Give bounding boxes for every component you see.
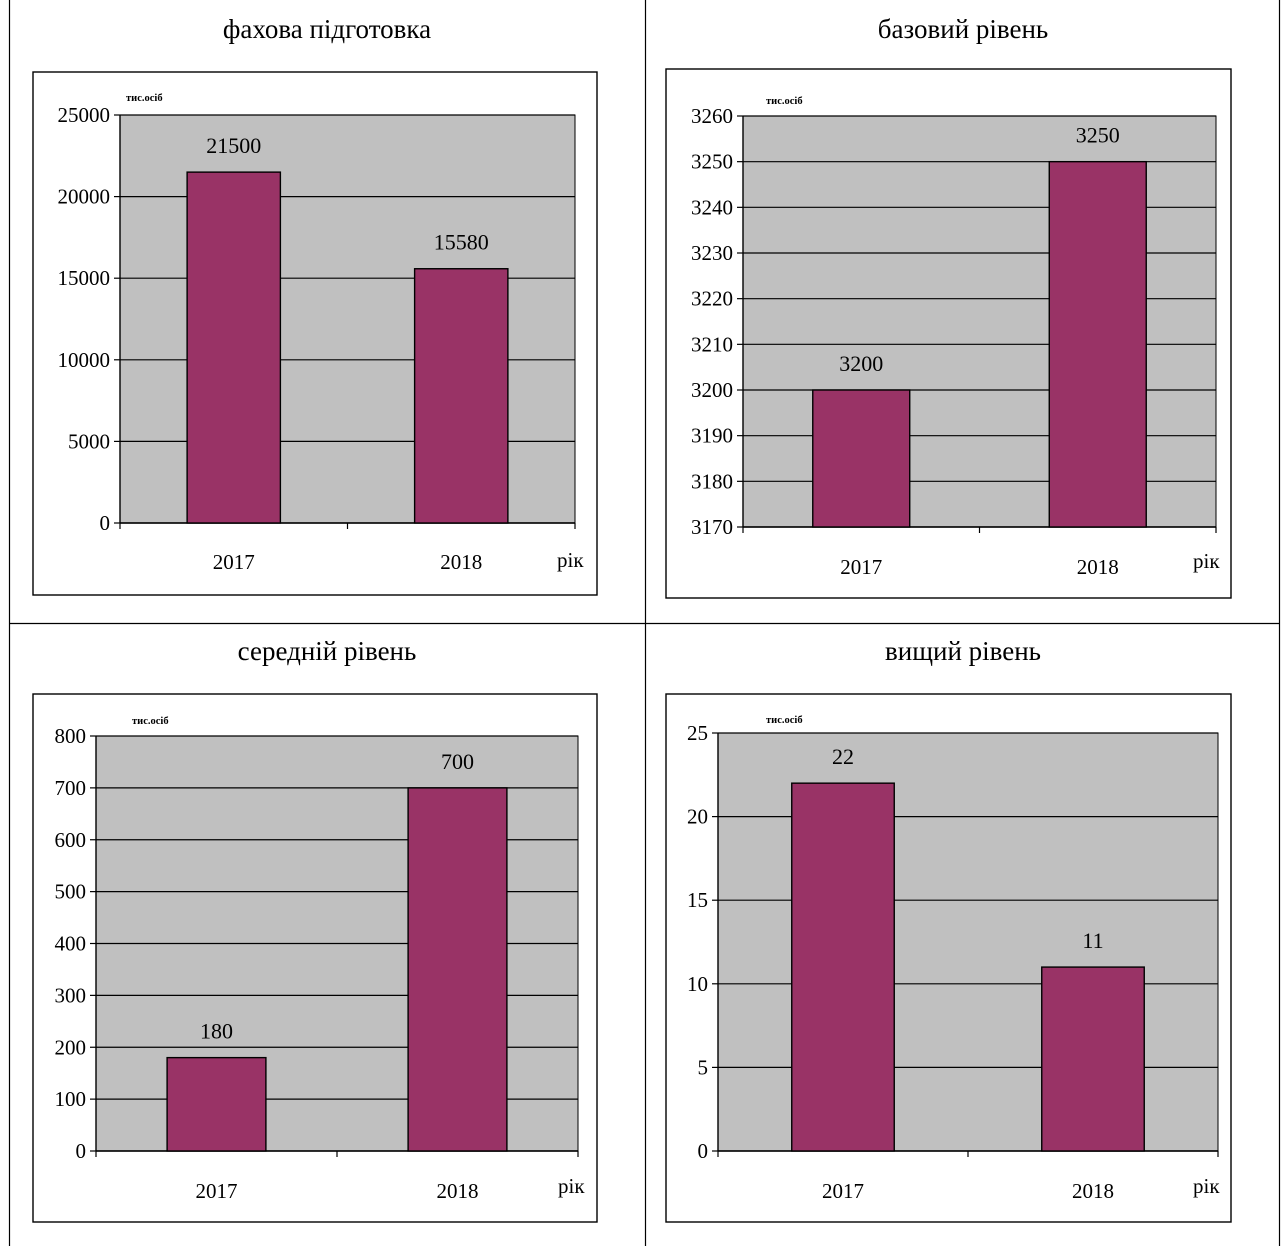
y-tick-label: 3190 — [691, 424, 733, 448]
y-tick-label: 0 — [100, 511, 111, 535]
bar-2018 — [1041, 966, 1145, 1152]
chart-panel-2: базовий рівень 3170 3180 3190 3200 3210 3220 32… — [665, 14, 1232, 599]
data-label: 180 — [200, 1019, 233, 1044]
y-tick-label: 10 — [687, 972, 708, 996]
y-tick-label: 600 — [55, 828, 87, 852]
y-tick-label: 300 — [55, 983, 87, 1007]
x-category-label: 2018 — [440, 550, 482, 574]
y-tick-label: 25 — [687, 721, 708, 745]
x-category-label: 2017 — [822, 1179, 864, 1203]
bar-2018 — [413, 268, 509, 524]
data-label: 22 — [832, 744, 854, 769]
y-tick-label: 3240 — [691, 195, 733, 219]
y-tick-label: 100 — [55, 1087, 87, 1111]
data-label: 15580 — [434, 230, 489, 255]
x-category-label: 2018 — [1077, 555, 1119, 579]
chart-title: середній рівень — [238, 636, 417, 666]
y-tick-label: 10000 — [58, 348, 111, 372]
chart-panel-1: фахова підготовка 0 5000 10000 15000 20000 250… — [32, 14, 598, 596]
x-category-label: 2017 — [213, 550, 255, 574]
y-tick-label: 700 — [55, 776, 87, 800]
bar-2017 — [812, 389, 911, 528]
y-tick-label: 20000 — [58, 185, 111, 209]
y-tick-label: 400 — [55, 932, 87, 956]
bar-2017 — [186, 171, 282, 524]
x-axis-label: рік — [558, 1174, 585, 1198]
table-borders — [8, 0, 1281, 1246]
y-axis-unit-label: тис.осіб — [766, 96, 803, 107]
x-axis-label: рік — [1193, 549, 1220, 573]
chart-title: базовий рівень — [878, 14, 1048, 44]
data-label: 21500 — [206, 133, 261, 158]
data-label: 3250 — [1076, 123, 1120, 148]
data-label: 3200 — [839, 351, 883, 376]
charts-layer: фахова підготовка05000100001500020000250… — [32, 14, 1232, 1223]
y-tick-label: 3180 — [691, 469, 733, 493]
y-tick-label: 25000 — [58, 103, 111, 127]
x-category-label: 2018 — [1072, 1179, 1114, 1203]
y-axis-unit-label: тис.осіб — [126, 93, 163, 104]
bar-2018 — [1048, 160, 1147, 528]
x-category-label: 2018 — [437, 1179, 479, 1203]
y-tick-label: 3220 — [691, 287, 733, 311]
data-label: 700 — [441, 749, 474, 774]
y-tick-label: 5 — [698, 1055, 709, 1079]
y-tick-label: 3170 — [691, 515, 733, 539]
chart-title: вищий рівень — [885, 636, 1041, 666]
y-tick-label: 15 — [687, 888, 708, 912]
y-tick-label: 3210 — [691, 332, 733, 356]
chart-title: фахова підготовка — [223, 14, 431, 44]
y-axis-unit-label: тис.осіб — [766, 715, 803, 726]
x-axis-label: рік — [1193, 1174, 1220, 1198]
chart-panel-3: середній рівень 0 100 200 300 400 500 600 700 800… — [32, 636, 598, 1223]
y-tick-label: 20 — [687, 805, 708, 829]
x-category-label: 2017 — [196, 1179, 238, 1203]
y-tick-label: 3260 — [691, 104, 733, 128]
data-label: 11 — [1082, 928, 1103, 953]
y-tick-label: 0 — [698, 1139, 709, 1163]
y-tick-label: 3200 — [691, 378, 733, 402]
chart-panel-4: вищий рівень 0 5 10 15 20 25 22 2017 11 2018 тис.ос… — [665, 636, 1232, 1223]
y-tick-label: 15000 — [58, 266, 111, 290]
bar-2018 — [407, 787, 508, 1152]
y-tick-label: 200 — [55, 1035, 87, 1059]
y-tick-label: 500 — [55, 880, 87, 904]
y-tick-label: 0 — [76, 1139, 87, 1163]
y-tick-label: 3230 — [691, 241, 733, 265]
y-axis-unit-label: тис.осіб — [132, 716, 169, 727]
bar-2017 — [791, 782, 895, 1152]
y-tick-label: 5000 — [68, 429, 110, 453]
y-tick-label: 800 — [55, 724, 87, 748]
x-axis-label: рік — [557, 548, 584, 572]
x-category-label: 2017 — [840, 555, 882, 579]
y-tick-label: 3250 — [691, 150, 733, 174]
bar-2017 — [166, 1056, 267, 1152]
